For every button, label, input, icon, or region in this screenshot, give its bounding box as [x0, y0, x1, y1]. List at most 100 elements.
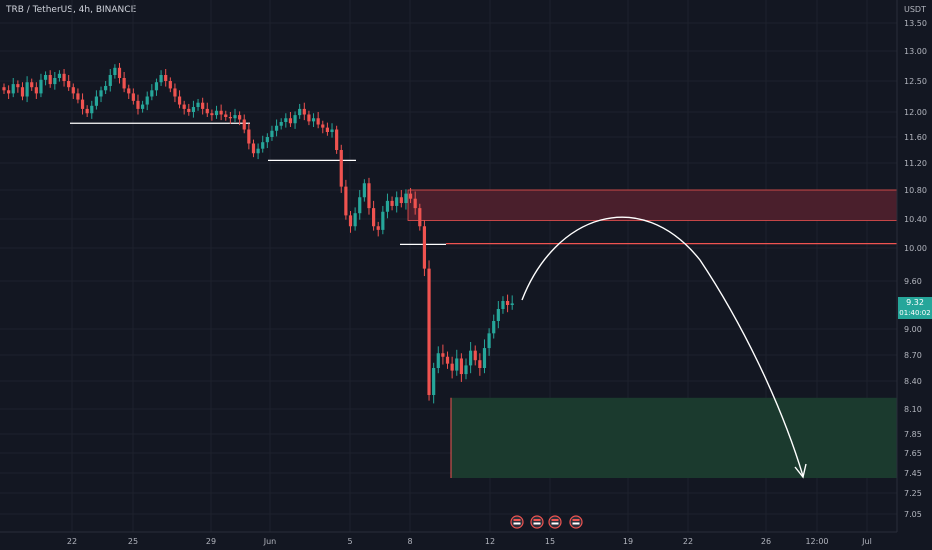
- candle[interactable]: [238, 111, 242, 126]
- candle[interactable]: [177, 90, 182, 109]
- candle[interactable]: [353, 207, 357, 231]
- candle[interactable]: [113, 64, 117, 79]
- candle[interactable]: [131, 88, 135, 105]
- candle[interactable]: [71, 83, 75, 99]
- candle[interactable]: [298, 103, 302, 119]
- candle[interactable]: [94, 90, 98, 110]
- candle[interactable]: [219, 104, 223, 121]
- candle[interactable]: [7, 85, 11, 99]
- candle[interactable]: [293, 111, 297, 129]
- candle[interactable]: [224, 110, 228, 121]
- candle[interactable]: [362, 179, 366, 202]
- candle[interactable]: [164, 69, 168, 87]
- candle[interactable]: [154, 78, 159, 96]
- candle[interactable]: [48, 70, 52, 88]
- candle[interactable]: [228, 112, 232, 124]
- candle[interactable]: [2, 83, 6, 95]
- candle[interactable]: [90, 100, 94, 119]
- candle[interactable]: [173, 83, 177, 103]
- candle[interactable]: [145, 91, 149, 111]
- candle[interactable]: [67, 75, 71, 91]
- candle[interactable]: [265, 133, 269, 149]
- candle[interactable]: [122, 72, 126, 93]
- candle[interactable]: [11, 78, 15, 98]
- candle[interactable]: [399, 190, 403, 208]
- candle[interactable]: [436, 346, 440, 374]
- candle[interactable]: [390, 196, 394, 211]
- candle[interactable]: [473, 345, 477, 366]
- candle[interactable]: [325, 122, 329, 136]
- candle[interactable]: [242, 114, 246, 134]
- candle[interactable]: [20, 82, 25, 101]
- candle[interactable]: [459, 353, 463, 382]
- candle[interactable]: [478, 353, 482, 376]
- candle[interactable]: [150, 84, 154, 101]
- candle[interactable]: [408, 187, 413, 204]
- candle[interactable]: [136, 94, 140, 115]
- candle[interactable]: [233, 108, 237, 122]
- candle[interactable]: [43, 71, 48, 86]
- candle[interactable]: [321, 120, 325, 134]
- candle[interactable]: [404, 189, 408, 210]
- us-flag-event-icon[interactable]: [530, 515, 544, 529]
- candle[interactable]: [367, 177, 371, 215]
- candle[interactable]: [279, 118, 283, 130]
- candle[interactable]: [395, 191, 399, 213]
- candle[interactable]: [302, 102, 306, 121]
- candle[interactable]: [307, 110, 311, 126]
- candle[interactable]: [104, 81, 108, 95]
- candle[interactable]: [372, 200, 376, 231]
- candle[interactable]: [214, 105, 219, 119]
- candle[interactable]: [441, 344, 445, 365]
- candle[interactable]: [85, 105, 89, 117]
- candle[interactable]: [376, 221, 380, 237]
- candle[interactable]: [62, 69, 66, 87]
- candle[interactable]: [182, 100, 186, 115]
- us-flag-event-icon[interactable]: [548, 515, 562, 529]
- candle[interactable]: [288, 112, 293, 127]
- candle[interactable]: [413, 191, 417, 215]
- candle[interactable]: [482, 339, 487, 374]
- candle[interactable]: [187, 103, 191, 116]
- candle[interactable]: [311, 113, 316, 127]
- candle[interactable]: [99, 86, 103, 103]
- candle[interactable]: [496, 301, 500, 329]
- candle[interactable]: [422, 220, 427, 277]
- candle[interactable]: [510, 295, 514, 310]
- candle[interactable]: [358, 190, 362, 220]
- candle[interactable]: [335, 125, 339, 154]
- candle[interactable]: [381, 205, 385, 235]
- projection-curve[interactable]: [521, 216, 804, 477]
- candle[interactable]: [159, 70, 163, 86]
- candle[interactable]: [196, 98, 200, 111]
- candle[interactable]: [427, 260, 431, 401]
- candle[interactable]: [505, 294, 510, 313]
- candle[interactable]: [284, 113, 288, 128]
- candle[interactable]: [191, 100, 196, 118]
- us-flag-event-icon[interactable]: [510, 515, 524, 529]
- us-flag-event-icon[interactable]: [569, 515, 583, 529]
- candle[interactable]: [445, 351, 450, 369]
- candle[interactable]: [261, 135, 265, 153]
- candle[interactable]: [256, 143, 260, 160]
- candle[interactable]: [432, 362, 436, 404]
- candle[interactable]: [168, 77, 172, 93]
- candle[interactable]: [141, 100, 145, 113]
- candle[interactable]: [53, 72, 57, 90]
- candle[interactable]: [492, 314, 496, 339]
- candle[interactable]: [274, 119, 279, 137]
- candle[interactable]: [344, 179, 348, 220]
- candle[interactable]: [469, 342, 473, 374]
- candle[interactable]: [80, 93, 85, 115]
- candle[interactable]: [16, 80, 20, 93]
- candle[interactable]: [117, 63, 122, 84]
- candle[interactable]: [30, 78, 34, 91]
- candle[interactable]: [385, 193, 390, 219]
- candle[interactable]: [39, 73, 43, 98]
- candle[interactable]: [108, 69, 112, 92]
- candle[interactable]: [501, 296, 505, 314]
- candle[interactable]: [57, 70, 62, 82]
- candle[interactable]: [76, 88, 80, 104]
- candle[interactable]: [201, 97, 205, 115]
